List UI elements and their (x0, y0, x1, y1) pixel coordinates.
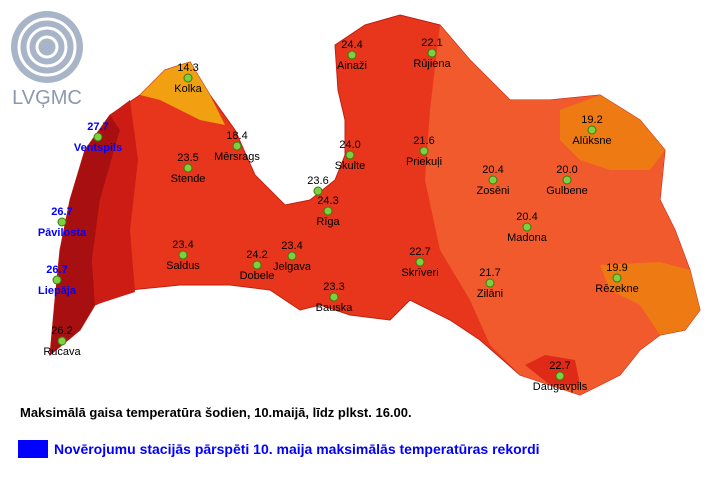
station-dot (415, 257, 425, 267)
station-temp: 20.0 (556, 164, 577, 176)
station-temp: 24.0 (339, 139, 360, 151)
region-west-dark (50, 115, 120, 355)
station-name: Rēzekne (595, 283, 638, 295)
caption: Maksimālā gaisa temperatūra šodien, 10.m… (20, 405, 412, 420)
station-temp: 21.6 (413, 135, 434, 147)
station-dot (178, 250, 188, 260)
station-name: Liepāja (38, 285, 77, 297)
station-temp: 23.4 (172, 239, 193, 251)
station-dot (427, 48, 437, 58)
station-dot (522, 222, 532, 232)
station-dot (612, 273, 622, 283)
station-name: Mērsrags (214, 151, 260, 163)
station-temp: 23.6 (307, 175, 328, 187)
station-dot (183, 163, 193, 173)
station-temp: 26.7 (51, 206, 72, 218)
station-dot (587, 125, 597, 135)
station-temp: 19.2 (581, 114, 602, 126)
station-temp: 24.4 (341, 39, 362, 51)
logo-ring (35, 35, 59, 59)
station-dot (347, 50, 357, 60)
station-dot (183, 73, 193, 83)
station-name: Skulte (335, 160, 366, 172)
region-kolka (140, 62, 225, 125)
station-temp: 23.4 (281, 240, 302, 252)
station-name: Ainaži (337, 60, 367, 72)
stations: 14.3 Kolka 18.4 Mērsrags 27.7 Ventspils 23.5 St… (38, 37, 639, 393)
station-dot (252, 260, 262, 270)
region-northeast (560, 95, 665, 170)
station-name: Saldus (166, 260, 200, 272)
station-name: Skrīveri (401, 267, 438, 279)
station-dot (57, 336, 67, 346)
station-name: Stende (171, 173, 206, 185)
station-temp: 18.4 (226, 130, 247, 142)
station-name: Bauska (316, 302, 354, 314)
station-temp: 21.7 (479, 267, 500, 279)
station-temp: 23.3 (323, 281, 344, 293)
station-name: Daugavpils (533, 381, 588, 393)
region-southeast (600, 262, 700, 335)
station-temp: 22.7 (409, 246, 430, 258)
station-dot (345, 150, 355, 160)
station-temp: 24.3 (317, 195, 338, 207)
legend-label: Novērojumu stacijās pārspēti 10. maija m… (54, 441, 540, 457)
station-dot (485, 278, 495, 288)
station-temp: 19.9 (606, 262, 627, 274)
region-daugavpils (525, 355, 580, 385)
station-name: Alūksne (572, 135, 611, 147)
station-name: Kolka (174, 83, 202, 95)
station-dot (555, 371, 565, 381)
station-dot (419, 146, 429, 156)
station-dot (52, 275, 62, 285)
station-name: Priekuļi (406, 156, 442, 168)
station-dot (232, 141, 242, 151)
station-temp: 24.2 (246, 249, 267, 261)
station-temp: 22.7 (549, 360, 570, 372)
station-temp: 27.7 (87, 121, 108, 133)
station-dot (562, 175, 572, 185)
station-name: Ventspils (74, 142, 122, 154)
region-east (425, 25, 700, 395)
station-dot (329, 292, 339, 302)
station-name: Dobele (240, 270, 275, 282)
station-temp: 26.7 (46, 264, 67, 276)
station-name: Pāvilosta (38, 227, 87, 239)
station-name: Madona (507, 232, 548, 244)
station-temp: 22.1 (421, 37, 442, 49)
station-name: Jelgava (273, 261, 312, 273)
legend-swatch (18, 440, 48, 458)
station-name: Rucava (43, 346, 81, 358)
station-name: Zilāni (477, 288, 503, 300)
station-dot (313, 186, 323, 196)
territory (49, 14, 701, 396)
station-temp: 20.4 (482, 164, 503, 176)
station-name: Zosēni (476, 185, 509, 197)
station-name: Rūjiena (413, 58, 451, 70)
station-dot (287, 251, 297, 261)
station-temp: 14.3 (177, 62, 198, 74)
station-dot (488, 175, 498, 185)
station-dot (323, 206, 333, 216)
station-name: Rīga (316, 216, 340, 228)
station-temp: 26.2 (51, 325, 72, 337)
logo-ring (26, 26, 68, 68)
station-temp: 20.4 (516, 211, 537, 223)
region-west (92, 100, 138, 305)
logo-ring (17, 17, 77, 77)
station-name: Gulbene (546, 185, 588, 197)
logo: LVĢMC (11, 11, 83, 109)
station-temp: 23.5 (177, 152, 198, 164)
station-dot (93, 132, 103, 142)
logo-text: LVĢMC (12, 87, 82, 109)
station-dot (57, 217, 67, 227)
logo-circle (11, 11, 83, 83)
